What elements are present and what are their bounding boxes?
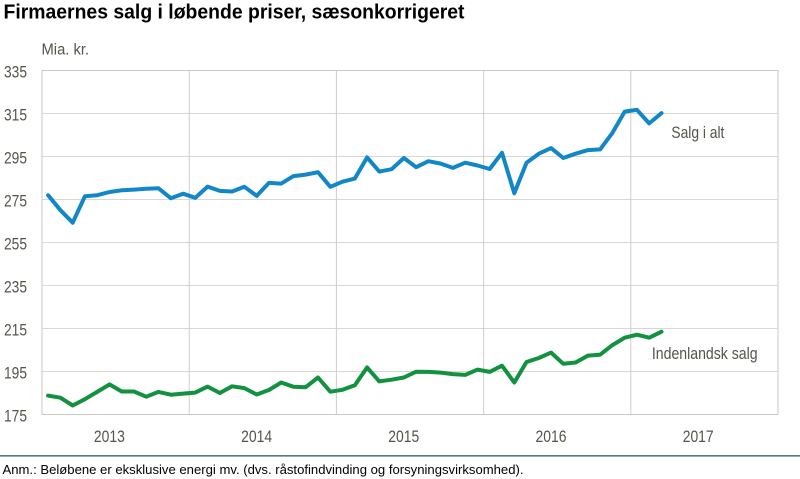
svg-text:195: 195 [4,363,27,382]
svg-text:2016: 2016 [536,427,567,446]
svg-text:Salg i alt: Salg i alt [671,123,724,142]
svg-text:Firmaernes salg i løbende pris: Firmaernes salg i løbende priser, sæsonk… [4,1,465,23]
svg-text:2013: 2013 [94,427,125,446]
svg-text:2017: 2017 [683,427,714,446]
svg-text:Anm.: Beløbene er eksklusive e: Anm.: Beløbene er eksklusive energi mv. … [3,462,524,477]
svg-text:175: 175 [4,406,27,425]
svg-text:Mia. kr.: Mia. kr. [42,41,90,58]
svg-text:235: 235 [4,277,27,296]
svg-text:215: 215 [4,320,27,339]
svg-text:2014: 2014 [241,427,272,446]
svg-text:2015: 2015 [388,427,419,446]
svg-text:275: 275 [4,191,27,210]
svg-text:315: 315 [4,105,27,124]
svg-text:335: 335 [4,62,27,81]
svg-text:255: 255 [4,234,27,253]
svg-text:295: 295 [4,148,27,167]
svg-text:Indenlandsk salg: Indenlandsk salg [652,344,758,363]
